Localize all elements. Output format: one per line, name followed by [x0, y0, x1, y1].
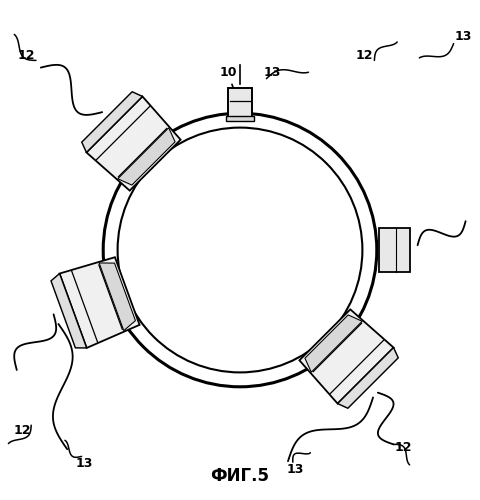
Polygon shape	[60, 257, 140, 348]
Polygon shape	[99, 263, 135, 330]
Polygon shape	[305, 315, 362, 372]
Polygon shape	[86, 96, 180, 190]
Text: ФИГ.5: ФИГ.5	[211, 466, 269, 484]
Text: 12: 12	[14, 424, 31, 436]
Polygon shape	[300, 310, 394, 404]
Text: 12: 12	[18, 49, 35, 62]
Text: 13: 13	[455, 30, 472, 43]
Text: 13: 13	[287, 464, 304, 476]
Text: 13: 13	[264, 66, 281, 79]
Circle shape	[118, 128, 362, 372]
Text: 10: 10	[219, 66, 237, 97]
Polygon shape	[82, 92, 143, 152]
Bar	[226, 116, 254, 121]
Text: 12: 12	[395, 442, 412, 454]
Text: 13: 13	[75, 457, 93, 470]
Polygon shape	[118, 128, 175, 185]
Polygon shape	[51, 274, 87, 348]
Polygon shape	[337, 348, 398, 408]
Polygon shape	[379, 228, 410, 272]
Text: 12: 12	[356, 49, 373, 62]
Bar	[228, 88, 252, 117]
